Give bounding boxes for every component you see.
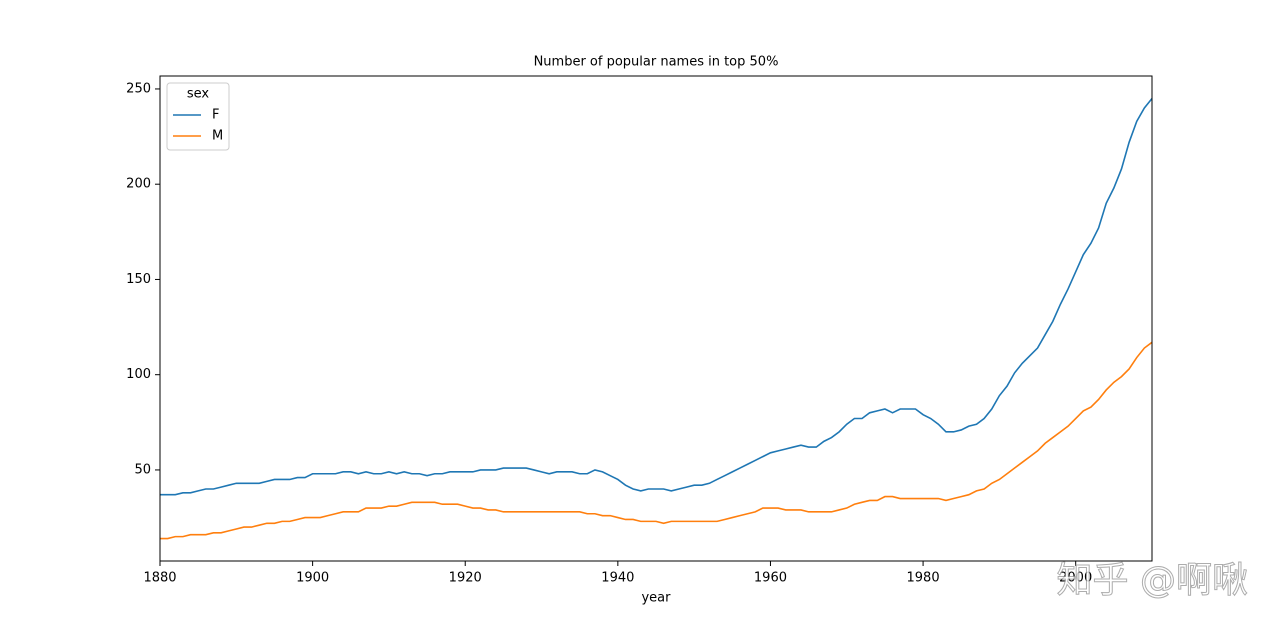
y-tick-label: 150	[126, 272, 151, 287]
watermark: 知乎 @啊啾	[1057, 560, 1248, 601]
chart-title: Number of popular names in top 50%	[534, 55, 779, 70]
y-tick-label: 200	[126, 177, 151, 192]
y-tick-label: 100	[126, 367, 151, 382]
x-tick-label: 1880	[143, 571, 176, 586]
y-tick-label: 250	[126, 81, 151, 96]
x-tick-label: 1900	[296, 571, 329, 586]
legend-label: M	[212, 129, 223, 144]
x-axis-label: year	[641, 591, 671, 606]
plot-frame	[159, 75, 1153, 562]
line-series	[160, 341, 1153, 540]
x-tick-label: 1940	[601, 571, 634, 586]
line-series	[160, 97, 1153, 496]
x-tick-label: 1980	[907, 571, 940, 586]
x-tick-label: 1920	[449, 571, 482, 586]
y-tick-label: 50	[134, 462, 151, 477]
x-tick-label: 1960	[754, 571, 787, 586]
legend-title: sex	[187, 87, 210, 102]
legend-box	[166, 82, 230, 151]
x-tick-label: 2000	[1059, 571, 1092, 586]
legend-label: F	[212, 108, 219, 123]
